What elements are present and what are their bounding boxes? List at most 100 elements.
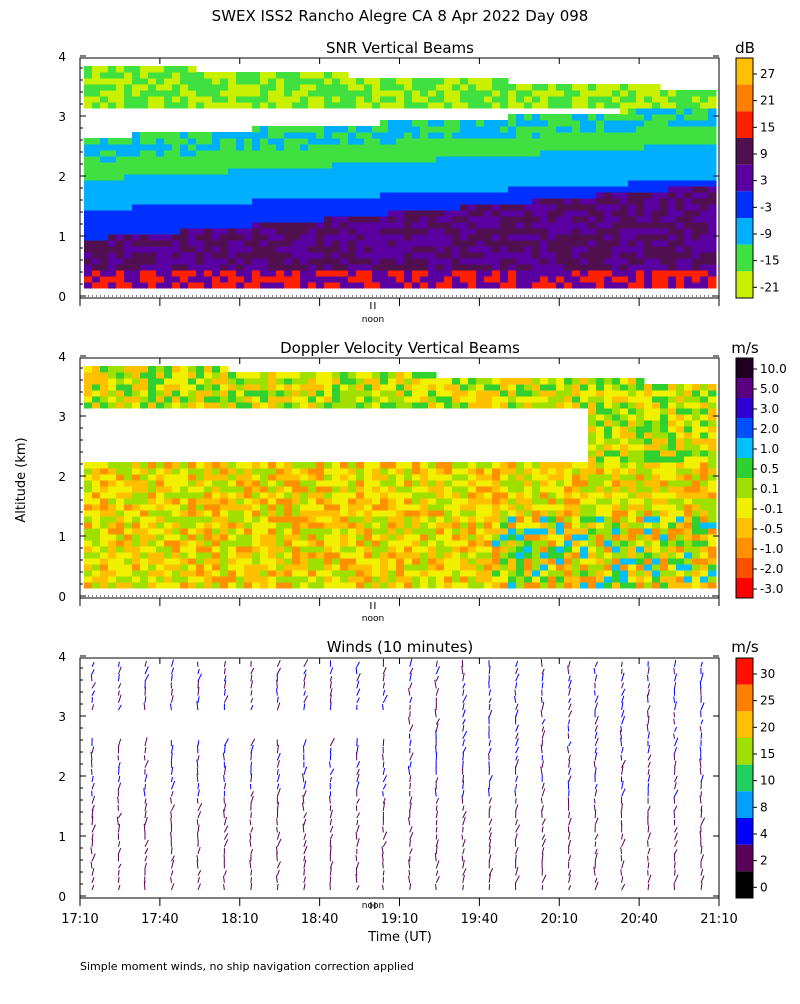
snr-cell	[540, 180, 549, 187]
doppler-cell	[484, 570, 493, 577]
doppler-cell	[260, 480, 269, 487]
doppler-cell	[156, 558, 165, 565]
snr-cell	[300, 90, 309, 97]
snr-cell	[644, 114, 653, 121]
doppler-cell	[92, 528, 101, 535]
doppler-cell	[508, 552, 517, 559]
snr-cell	[348, 222, 357, 229]
doppler-cell	[620, 444, 629, 451]
doppler-cell	[628, 492, 637, 499]
snr-cell	[308, 96, 317, 103]
doppler-cell	[684, 534, 693, 541]
doppler-cell	[308, 480, 317, 487]
doppler-cell	[636, 402, 645, 409]
doppler-cell	[484, 462, 493, 469]
snr-cell	[204, 138, 213, 145]
doppler-cell	[556, 522, 565, 529]
doppler-cell	[388, 516, 397, 523]
doppler-cell	[180, 366, 189, 373]
snr-cell	[300, 204, 309, 211]
snr-cell	[164, 210, 173, 217]
doppler-cell	[148, 516, 157, 523]
snr-cell	[196, 216, 205, 223]
snr-cell	[564, 222, 573, 229]
doppler-cell	[436, 480, 445, 487]
doppler-cell	[164, 498, 173, 505]
doppler-cell	[172, 516, 181, 523]
doppler-cell	[412, 570, 421, 577]
doppler-cell	[500, 402, 509, 409]
doppler-cell	[700, 486, 709, 493]
doppler-cell	[612, 540, 621, 547]
snr-cell	[308, 102, 317, 109]
snr-cell	[380, 258, 389, 265]
snr-cell	[540, 246, 549, 253]
snr-cell	[444, 78, 453, 85]
doppler-cell	[372, 492, 381, 499]
doppler-cell	[692, 510, 701, 517]
snr-cell	[180, 174, 189, 181]
snr-cell	[420, 192, 429, 199]
doppler-cell	[652, 504, 661, 511]
doppler-cell	[132, 582, 141, 589]
snr-cell	[220, 186, 229, 193]
doppler-cell	[100, 510, 109, 517]
snr-cell	[324, 228, 333, 235]
doppler-cell	[588, 378, 597, 385]
doppler-cell	[356, 570, 365, 577]
doppler-cell	[532, 534, 541, 541]
snr-cell	[164, 132, 173, 139]
doppler-cell	[220, 558, 229, 565]
snr-cell	[308, 72, 317, 79]
snr-cell	[668, 282, 677, 289]
snr-cell	[556, 186, 565, 193]
snr-cell	[612, 240, 621, 247]
doppler-cell	[628, 510, 637, 517]
snr-cell	[540, 150, 549, 157]
doppler-cell	[100, 582, 109, 589]
snr-cell	[244, 168, 253, 175]
snr-cell	[276, 78, 285, 85]
doppler-cell	[260, 540, 269, 547]
doppler-cell	[468, 510, 477, 517]
snr-cell	[380, 126, 389, 133]
doppler-cell	[100, 372, 109, 379]
snr-cell	[124, 66, 133, 73]
snr-cell	[700, 102, 709, 109]
doppler-cell	[124, 516, 133, 523]
snr-cell	[356, 240, 365, 247]
doppler-cell	[372, 462, 381, 469]
doppler-cell	[548, 528, 557, 535]
doppler-cell	[228, 468, 237, 475]
snr-cell	[452, 84, 461, 91]
doppler-cell	[292, 468, 301, 475]
snr-cell	[236, 186, 245, 193]
doppler-cell	[508, 546, 517, 553]
snr-cell	[572, 270, 581, 277]
snr-cell	[244, 180, 253, 187]
snr-cell	[668, 264, 677, 271]
doppler-cell	[188, 510, 197, 517]
doppler-cell	[300, 540, 309, 547]
snr-cell	[244, 258, 253, 265]
snr-cell	[436, 126, 445, 133]
doppler-cell	[324, 546, 333, 553]
doppler-cell	[364, 558, 373, 565]
snr-cell	[148, 66, 157, 73]
snr-cell	[124, 192, 133, 199]
snr-cell	[396, 192, 405, 199]
snr-cell	[212, 252, 221, 259]
doppler-cell	[404, 504, 413, 511]
doppler-cell	[196, 540, 205, 547]
snr-cell	[636, 276, 645, 283]
doppler-cell	[372, 474, 381, 481]
snr-cell	[180, 198, 189, 205]
doppler-cell	[524, 384, 533, 391]
snr-cell	[428, 138, 437, 145]
snr-cell	[604, 282, 613, 289]
snr-cell	[388, 144, 397, 151]
snr-cell	[420, 132, 429, 139]
doppler-cell	[148, 528, 157, 535]
snr-cell	[468, 126, 477, 133]
snr-cell	[180, 102, 189, 109]
